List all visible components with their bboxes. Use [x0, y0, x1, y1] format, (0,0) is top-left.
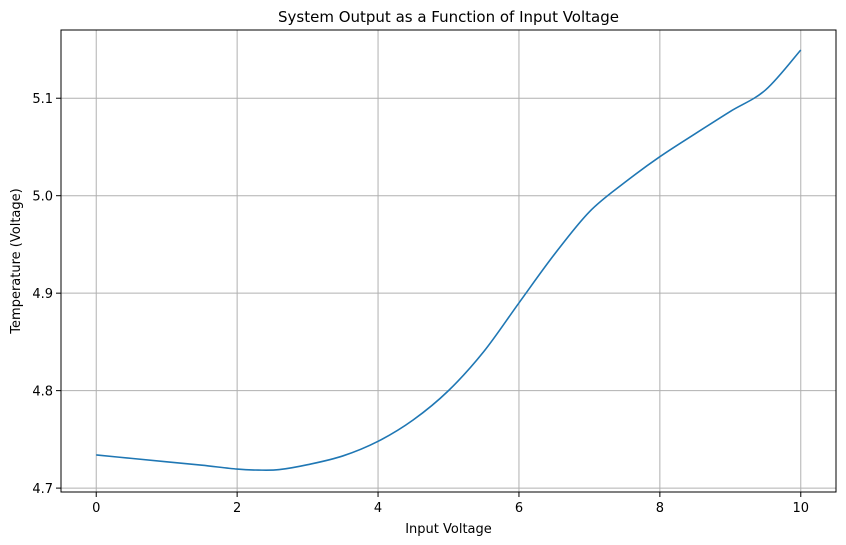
y-tick-label: 4.7 — [32, 482, 53, 497]
x-tick-label: 10 — [792, 501, 809, 516]
y-tick-label: 4.9 — [32, 287, 53, 302]
x-tick-label: 0 — [92, 501, 100, 516]
y-tick-label: 4.8 — [32, 385, 53, 400]
x-axis-title: Input Voltage — [405, 522, 492, 537]
x-tick-label: 4 — [374, 501, 382, 516]
x-tick-label: 8 — [656, 501, 664, 516]
x-tick-label: 2 — [233, 501, 241, 516]
series-line — [96, 49, 802, 471]
y-tick-label: 5.0 — [32, 190, 53, 205]
y-tick-label: 5.1 — [32, 92, 53, 107]
grid-lines — [61, 30, 836, 492]
axis-ticks: 0 2 4 6 8 10 4.7 4.8 4.9 5.0 5.1 — [32, 92, 809, 516]
chart-title: System Output as a Function of Input Vol… — [278, 8, 619, 26]
plot-frame — [60, 29, 837, 493]
y-axis-title: Temperature (Voltage) — [9, 188, 24, 334]
x-tick-label: 6 — [515, 501, 523, 516]
